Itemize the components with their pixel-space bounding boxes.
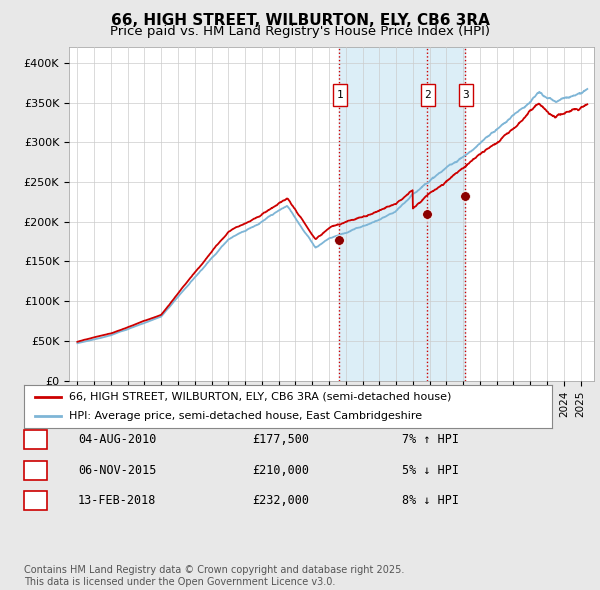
Text: 3: 3 — [32, 494, 39, 507]
Text: £232,000: £232,000 — [252, 494, 309, 507]
Text: 1: 1 — [337, 90, 343, 100]
Text: £177,500: £177,500 — [252, 433, 309, 446]
Bar — [339, 47, 465, 381]
Text: 66, HIGH STREET, WILBURTON, ELY, CB6 3RA: 66, HIGH STREET, WILBURTON, ELY, CB6 3RA — [110, 13, 490, 28]
Text: 2: 2 — [425, 90, 431, 100]
Text: 8% ↓ HPI: 8% ↓ HPI — [402, 494, 459, 507]
Text: 2: 2 — [32, 464, 39, 477]
FancyBboxPatch shape — [332, 84, 347, 106]
Text: 1: 1 — [32, 433, 39, 446]
Text: HPI: Average price, semi-detached house, East Cambridgeshire: HPI: Average price, semi-detached house,… — [69, 411, 422, 421]
Text: Price paid vs. HM Land Registry's House Price Index (HPI): Price paid vs. HM Land Registry's House … — [110, 25, 490, 38]
Text: 13-FEB-2018: 13-FEB-2018 — [78, 494, 157, 507]
Text: 7% ↑ HPI: 7% ↑ HPI — [402, 433, 459, 446]
Text: 3: 3 — [463, 90, 469, 100]
Text: £210,000: £210,000 — [252, 464, 309, 477]
FancyBboxPatch shape — [421, 84, 436, 106]
Text: 04-AUG-2010: 04-AUG-2010 — [78, 433, 157, 446]
Text: Contains HM Land Registry data © Crown copyright and database right 2025.
This d: Contains HM Land Registry data © Crown c… — [24, 565, 404, 587]
Text: 5% ↓ HPI: 5% ↓ HPI — [402, 464, 459, 477]
Text: 06-NOV-2015: 06-NOV-2015 — [78, 464, 157, 477]
Text: 66, HIGH STREET, WILBURTON, ELY, CB6 3RA (semi-detached house): 66, HIGH STREET, WILBURTON, ELY, CB6 3RA… — [69, 392, 451, 402]
FancyBboxPatch shape — [458, 84, 473, 106]
